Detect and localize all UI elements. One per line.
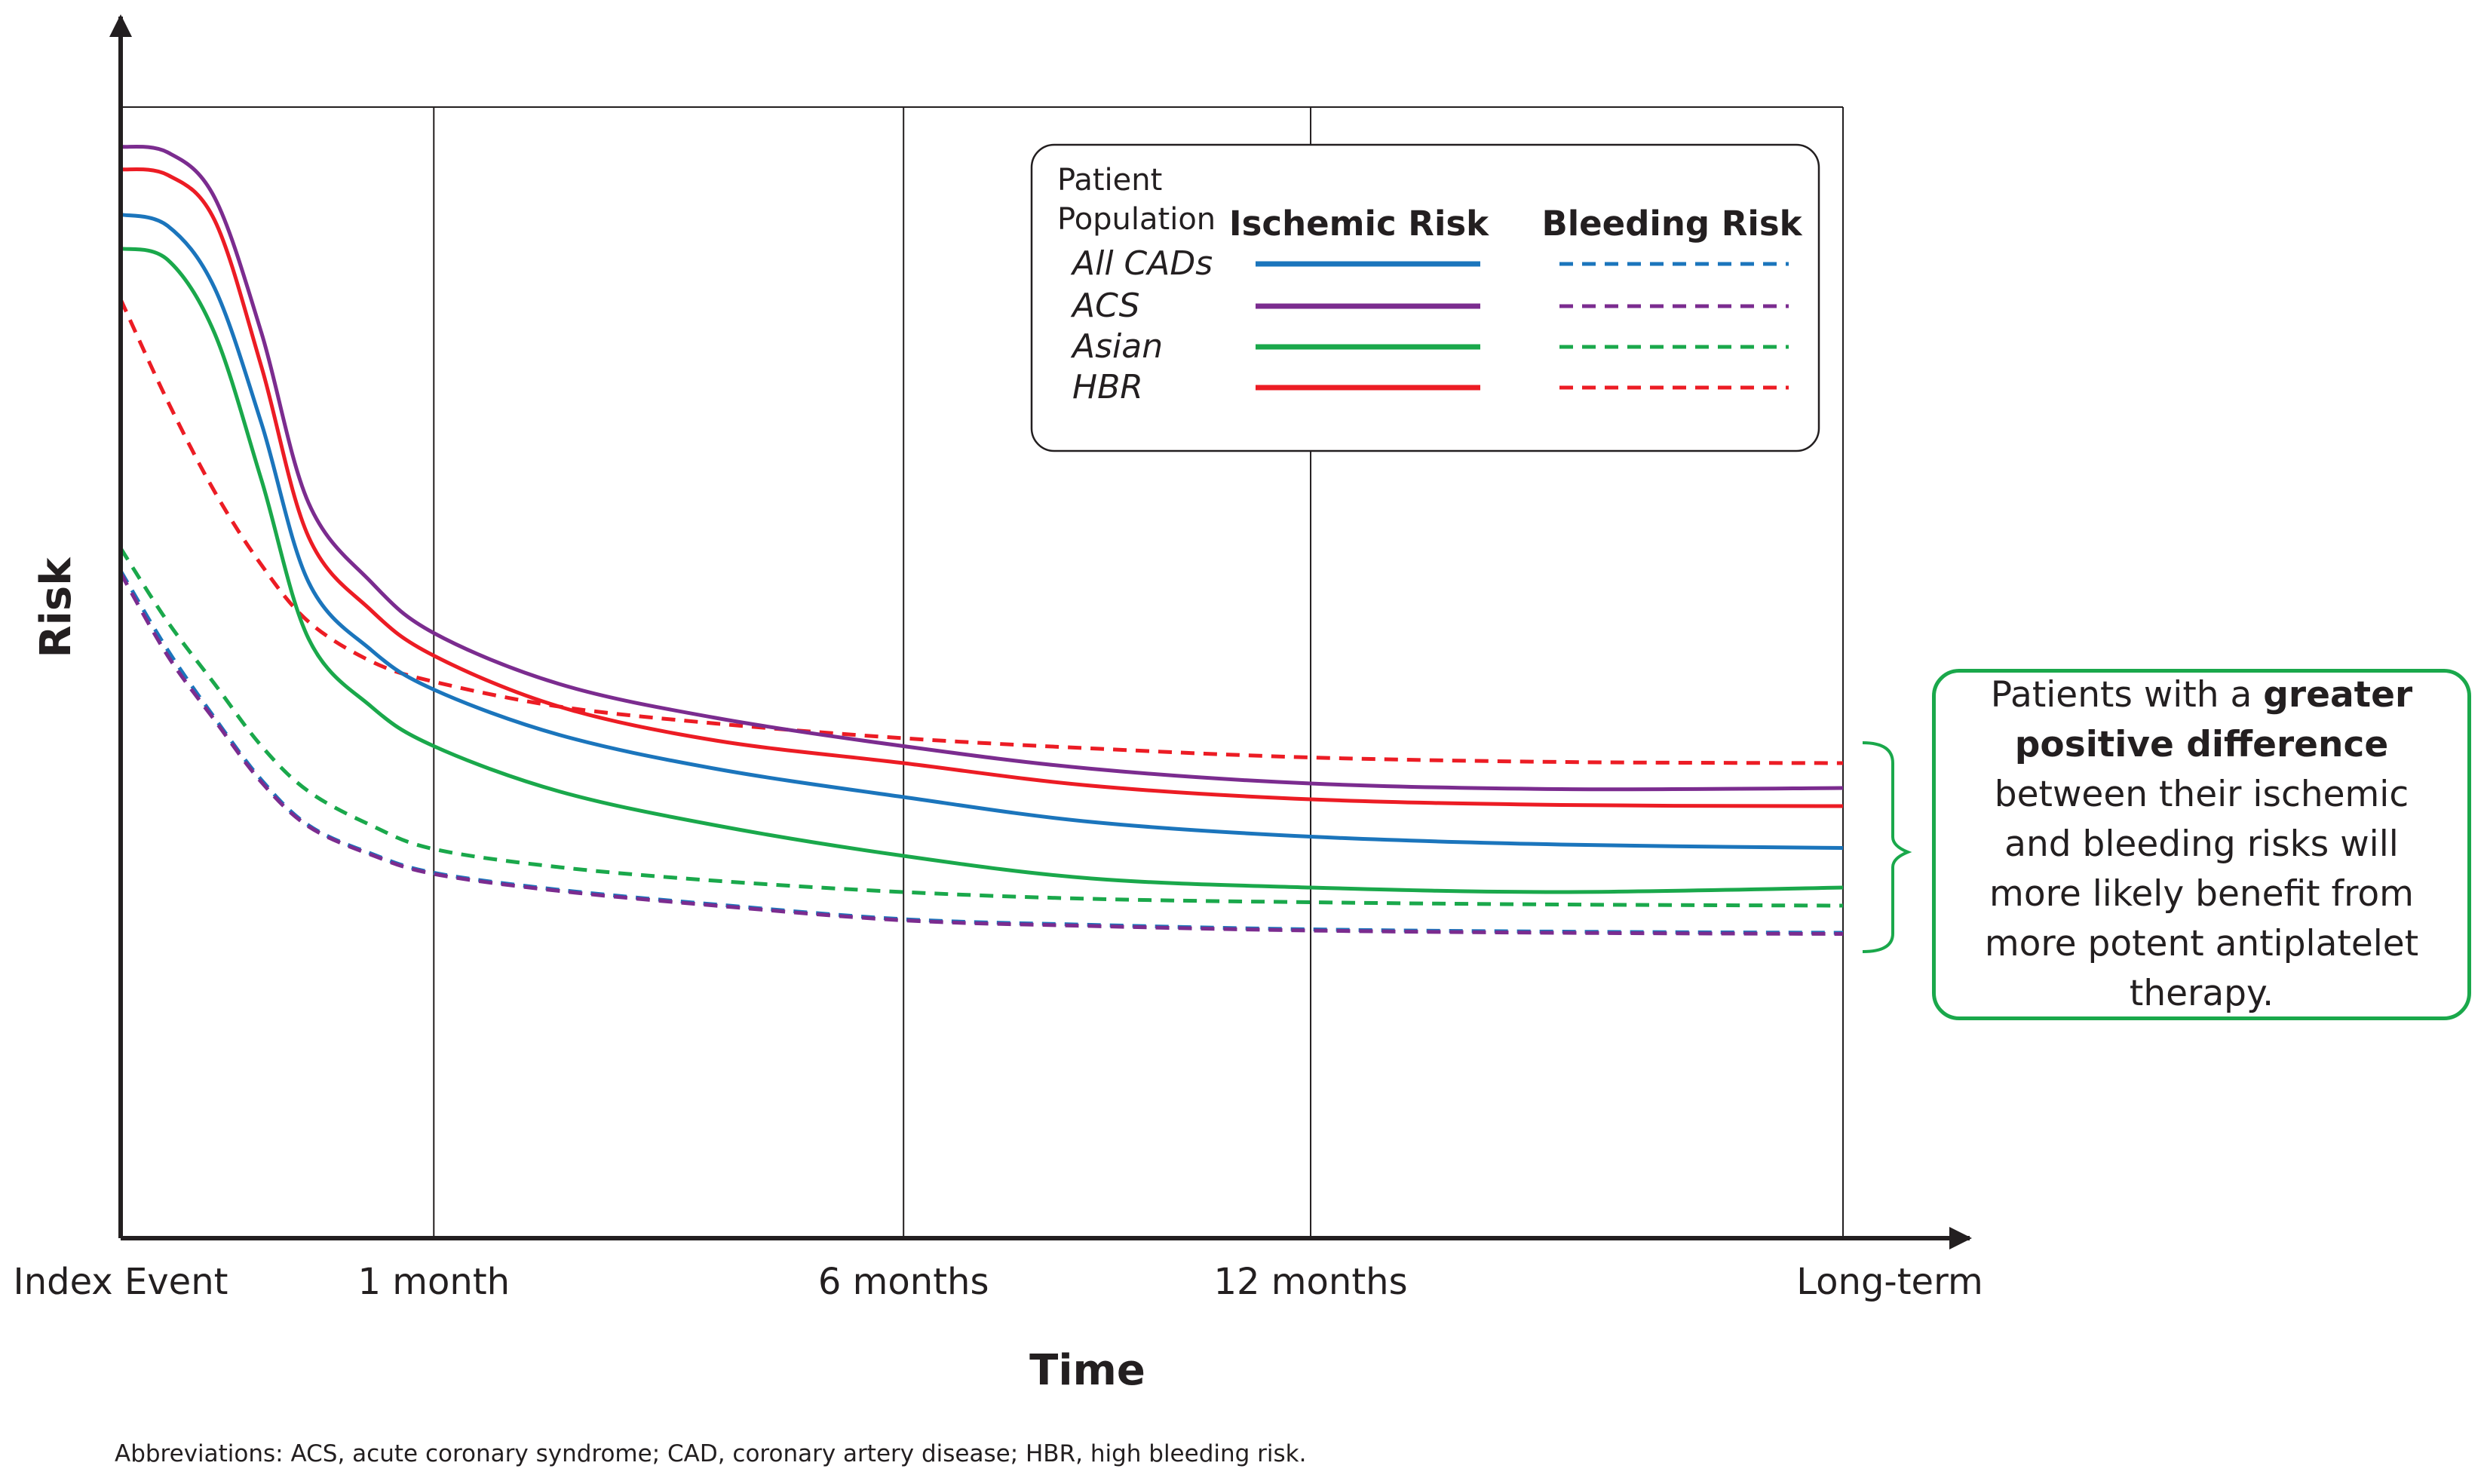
series-layer — [118, 144, 1844, 936]
callout-text-part1: Patients with a — [1990, 674, 2264, 716]
x-axis-title: Time — [1029, 1346, 1145, 1395]
footnote: Abbreviations: ACS, acute coronary syndr… — [115, 1440, 1307, 1467]
x-tick-12-months: 12 months — [1213, 1261, 1407, 1303]
series-bleeding-hbr — [118, 298, 1844, 765]
x-tick-labels: Index Event 1 month 6 months 12 months Long-… — [14, 1261, 1983, 1303]
series-ischemic-hbr — [120, 167, 1844, 808]
legend-box — [1030, 143, 1820, 452]
x-tick-long-term: Long-term — [1796, 1261, 1983, 1303]
callout-text-part2: between their ischemic and bleeding risk… — [1984, 774, 2419, 1014]
callout-text: Patients with a greater positive differe… — [1958, 670, 2445, 1019]
series-bleeding-asian — [118, 547, 1844, 908]
x-tick-6-months: 6 months — [818, 1261, 989, 1303]
legend-col-bleeding: Bleeding Risk — [1541, 204, 1802, 244]
series-ischemic-all-cads — [120, 213, 1844, 850]
callout-box: Patients with a greater positive differe… — [1932, 669, 2471, 1020]
series-bleeding-all-cads — [118, 569, 1844, 935]
series-ischemic-acs — [120, 144, 1844, 792]
series-bleeding-acs — [118, 572, 1844, 936]
legend-label-all-cads: All CADs — [1070, 244, 1213, 283]
legend-label-hbr: HBR — [1072, 368, 1143, 406]
difference-bracket — [1862, 741, 1912, 953]
legend-label-acs: ACS — [1070, 287, 1140, 325]
legend-header-line2: Population — [1057, 202, 1216, 237]
y-axis-title: Risk — [32, 556, 81, 658]
x-tick-1-month: 1 month — [357, 1261, 510, 1303]
legend-col-ischemic: Ischemic Risk — [1229, 204, 1489, 244]
legend-label-asian: Asian — [1070, 327, 1163, 366]
legend-header-line1: Patient — [1057, 163, 1162, 198]
legend: Patient Population Ischemic Risk Bleedin… — [1030, 143, 1820, 452]
x-tick-index-event: Index Event — [14, 1261, 228, 1303]
series-ischemic-asian — [120, 247, 1844, 894]
callout-text-bold: greater positive difference — [2014, 674, 2413, 765]
